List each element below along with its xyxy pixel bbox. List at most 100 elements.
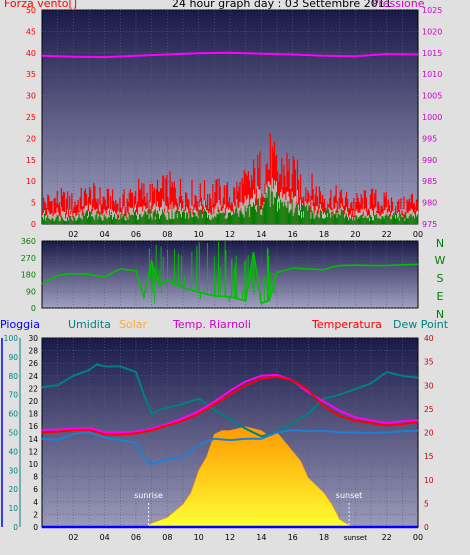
wind-avg-bar bbox=[381, 216, 383, 224]
wind-gust-bar bbox=[248, 180, 251, 224]
wind-gust-bar bbox=[169, 171, 171, 224]
wind-mid-bar bbox=[179, 203, 182, 224]
wind-avg-bar bbox=[288, 212, 290, 224]
wind-gust-bar bbox=[56, 190, 58, 224]
wind-avg-bar bbox=[269, 206, 271, 224]
wind-avg-bar bbox=[402, 217, 404, 224]
wind-avg-bar bbox=[219, 213, 221, 224]
wind-gust-bar bbox=[179, 178, 182, 224]
humidity-dew-y-tick-label: 6 bbox=[33, 485, 38, 494]
wind-avg-bar bbox=[226, 217, 229, 224]
wind-avg-bar bbox=[168, 212, 170, 224]
wind-gust-bar bbox=[354, 209, 356, 224]
x-tick-label: 02 bbox=[68, 533, 78, 542]
wind-gust-bar bbox=[163, 176, 165, 224]
wind-mid-bar bbox=[141, 206, 143, 224]
wind-gust-bar bbox=[269, 133, 271, 224]
wind-avg-bar bbox=[369, 215, 372, 224]
wind-avg-bar bbox=[190, 211, 192, 224]
wind-avg-bar bbox=[252, 202, 255, 224]
wind-avg-bar bbox=[210, 220, 212, 224]
wind-avg-bar bbox=[267, 186, 269, 224]
wind-avg-bar bbox=[316, 210, 318, 224]
wind-mid-bar bbox=[191, 205, 193, 224]
wind-avg-bar bbox=[104, 216, 106, 224]
wind-avg-bar bbox=[388, 214, 390, 224]
wind-mid-bar bbox=[71, 211, 73, 224]
wind-gust-bar bbox=[413, 203, 416, 224]
wind-avg-bar bbox=[413, 218, 416, 224]
wind-avg-bar bbox=[335, 210, 337, 224]
wind-avg-bar bbox=[302, 205, 304, 224]
wind-gust-bar bbox=[67, 191, 69, 224]
wind-mid-bar bbox=[173, 207, 175, 224]
temperature-line bbox=[41, 375, 419, 436]
rain-y-tick-label: 60 bbox=[8, 410, 18, 419]
wind-avg-bar bbox=[295, 203, 298, 224]
wind-avg-bar bbox=[322, 219, 325, 224]
wind-gust-bar bbox=[241, 178, 243, 224]
wind-y-tick-label: 50 bbox=[26, 6, 36, 15]
wind-avg-bar bbox=[371, 216, 373, 224]
wind-avg-bar bbox=[356, 216, 358, 224]
x-tick-label: 00 bbox=[413, 533, 423, 542]
wind-avg-bar bbox=[372, 220, 374, 224]
wind-avg-bar bbox=[58, 221, 60, 224]
wind-avg-bar bbox=[296, 203, 299, 224]
wind-y-tick-label: 25 bbox=[26, 113, 36, 122]
wind-avg-bar bbox=[286, 208, 288, 224]
wind-avg-bar bbox=[245, 211, 247, 224]
wind-avg-bar bbox=[181, 211, 184, 224]
wind-avg-bar bbox=[111, 219, 114, 224]
wind-avg-bar bbox=[225, 218, 228, 224]
x-tick-label: 04 bbox=[100, 230, 110, 239]
wind-mid-bar bbox=[301, 211, 303, 224]
wind-avg-bar bbox=[130, 214, 133, 224]
wind-gust-bar bbox=[188, 199, 190, 224]
wind-gust-bar bbox=[339, 191, 341, 224]
wind-avg-bar bbox=[171, 210, 173, 224]
wind-avg-bar bbox=[329, 212, 331, 224]
x-tick-label: 22 bbox=[382, 230, 392, 239]
wind-avg-bar bbox=[218, 209, 220, 224]
wind-avg-bar bbox=[397, 218, 399, 224]
wind-gust-bar bbox=[226, 182, 229, 224]
wind-avg-bar bbox=[93, 217, 95, 224]
wind-mid-bar bbox=[321, 211, 324, 224]
humidity-dew-y-tick-label: 14 bbox=[28, 435, 38, 444]
wind-mid-bar bbox=[165, 205, 167, 224]
wind-avg-bar bbox=[213, 218, 215, 224]
wind-avg-bar bbox=[234, 213, 236, 224]
wind-mid-bar bbox=[371, 208, 373, 224]
wind-gust-bar bbox=[336, 200, 338, 224]
wind-avg-bar bbox=[273, 196, 276, 224]
wind-gust-bar bbox=[210, 198, 212, 224]
wind-mid-bar bbox=[97, 213, 99, 224]
humidity-dew-y-tick-label: 2 bbox=[33, 510, 38, 519]
temperature-y-tick-label: 40 bbox=[424, 334, 434, 343]
wind-avg-bar bbox=[257, 199, 259, 224]
wind-gust-bar bbox=[223, 185, 225, 224]
wind-avg-bar bbox=[191, 216, 193, 224]
wind-gust-bar bbox=[49, 201, 51, 224]
direction-y-tick-label: 0 bbox=[31, 304, 36, 313]
wind-avg-bar bbox=[63, 220, 66, 224]
wind-avg-bar bbox=[141, 217, 143, 224]
wind-avg-bar bbox=[150, 216, 152, 224]
wind-avg-bar bbox=[277, 211, 279, 224]
rain-y-tick-label: 90 bbox=[8, 353, 18, 362]
wind-avg-bar bbox=[103, 214, 105, 224]
wind-avg-bar bbox=[207, 217, 209, 224]
x-tick-label: 18 bbox=[319, 230, 329, 239]
direction-y-tick-label: 270 bbox=[21, 254, 36, 263]
wind-avg-bar bbox=[172, 219, 174, 224]
wind-avg-bar bbox=[91, 216, 93, 224]
wind-gust-bar bbox=[214, 191, 216, 224]
wind-avg-bar bbox=[148, 218, 150, 224]
wind-avg-bar bbox=[142, 216, 144, 224]
wind-avg-bar bbox=[121, 217, 123, 224]
wind-avg-bar bbox=[212, 216, 214, 224]
wind-avg-bar bbox=[90, 211, 92, 224]
wind-avg-bar bbox=[237, 213, 239, 224]
wind-avg-bar bbox=[410, 214, 412, 224]
